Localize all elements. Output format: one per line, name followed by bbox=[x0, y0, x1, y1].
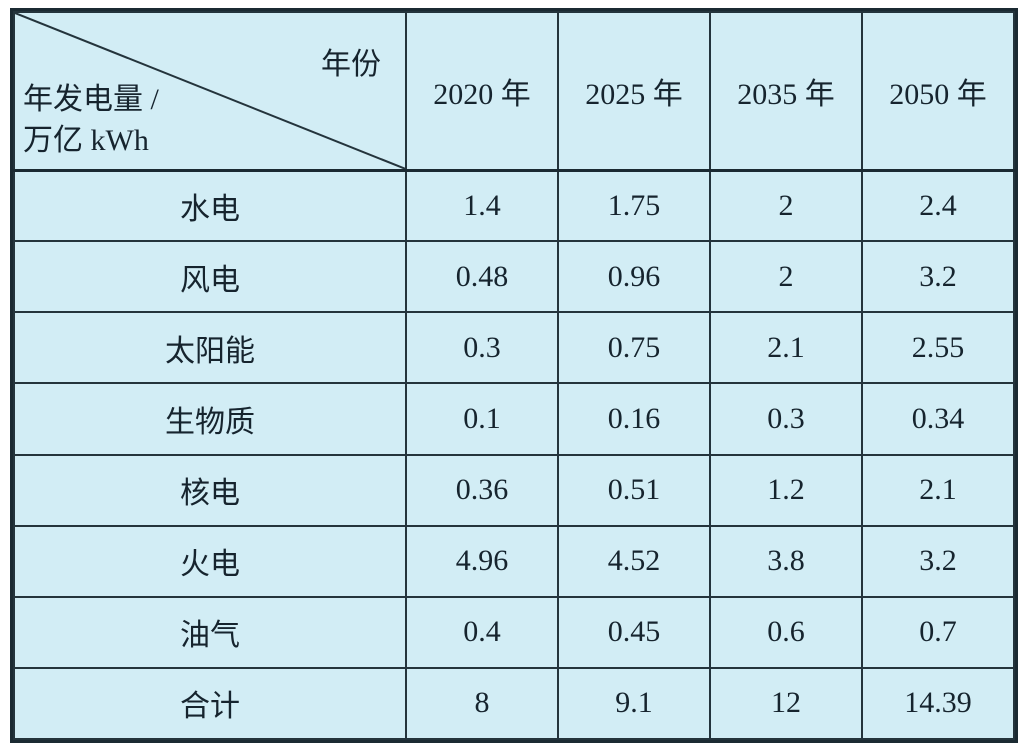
data-cell: 2 bbox=[709, 169, 863, 243]
data-cell: 0.45 bbox=[557, 595, 711, 669]
data-cell: 1.4 bbox=[405, 169, 559, 243]
data-cell: 0.75 bbox=[557, 311, 711, 385]
data-cell: 0.36 bbox=[405, 453, 559, 527]
table-row-hydro: 水电 1.4 1.75 2 2.4 bbox=[13, 169, 1015, 243]
data-cell: 12 bbox=[709, 666, 863, 741]
data-cell: 3.2 bbox=[861, 240, 1015, 314]
row-axis-label-line1: 年发电量 / bbox=[23, 83, 159, 116]
data-cell: 3.8 bbox=[709, 524, 863, 598]
data-cell: 14.39 bbox=[861, 666, 1015, 741]
row-label-total: 合计 bbox=[13, 666, 407, 741]
data-cell: 0.51 bbox=[557, 453, 711, 527]
energy-generation-table: 年份 年发电量 / 万亿 kWh 2020 年 2025 年 2035 年 20… bbox=[10, 8, 1018, 743]
row-axis-label-line2: 万亿 kWh bbox=[23, 124, 149, 157]
diagonal-divider-line bbox=[15, 13, 405, 169]
row-label-solar: 太阳能 bbox=[13, 311, 407, 385]
data-cell: 3.2 bbox=[861, 524, 1015, 598]
data-cell: 2.4 bbox=[861, 169, 1015, 243]
data-cell: 4.96 bbox=[405, 524, 559, 598]
table-header-row: 年份 年发电量 / 万亿 kWh 2020 年 2025 年 2035 年 20… bbox=[13, 10, 1015, 172]
data-cell: 0.34 bbox=[861, 382, 1015, 456]
data-cell: 0.3 bbox=[709, 382, 863, 456]
data-cell: 4.52 bbox=[557, 524, 711, 598]
column-axis-label: 年份 bbox=[321, 48, 381, 81]
row-label-wind: 风电 bbox=[13, 240, 407, 314]
data-cell: 0.48 bbox=[405, 240, 559, 314]
data-cell: 2.55 bbox=[861, 311, 1015, 385]
table-row-thermal: 火电 4.96 4.52 3.8 3.2 bbox=[13, 524, 1015, 598]
data-cell: 0.1 bbox=[405, 382, 559, 456]
data-cell: 9.1 bbox=[557, 666, 711, 741]
year-header-2035: 2035 年 bbox=[709, 10, 863, 172]
data-cell: 2.1 bbox=[861, 453, 1015, 527]
energy-table-grid: 年份 年发电量 / 万亿 kWh 2020 年 2025 年 2035 年 20… bbox=[13, 10, 1015, 741]
data-cell: 0.6 bbox=[709, 595, 863, 669]
row-axis-label: 年发电量 / 万亿 kWh bbox=[23, 79, 159, 161]
row-label-nuclear: 核电 bbox=[13, 453, 407, 527]
table-row-biomass: 生物质 0.1 0.16 0.3 0.34 bbox=[13, 382, 1015, 456]
data-cell: 0.96 bbox=[557, 240, 711, 314]
year-header-2025: 2025 年 bbox=[557, 10, 711, 172]
data-cell: 1.2 bbox=[709, 453, 863, 527]
data-cell: 0.16 bbox=[557, 382, 711, 456]
table-row-total: 合计 8 9.1 12 14.39 bbox=[13, 666, 1015, 741]
data-cell: 0.3 bbox=[405, 311, 559, 385]
year-header-2020: 2020 年 bbox=[405, 10, 559, 172]
row-label-hydro: 水电 bbox=[13, 169, 407, 243]
data-cell: 1.75 bbox=[557, 169, 711, 243]
table-row-wind: 风电 0.48 0.96 2 3.2 bbox=[13, 240, 1015, 314]
row-label-oil-gas: 油气 bbox=[13, 595, 407, 669]
data-cell: 2.1 bbox=[709, 311, 863, 385]
data-cell: 0.7 bbox=[861, 595, 1015, 669]
table-row-solar: 太阳能 0.3 0.75 2.1 2.55 bbox=[13, 311, 1015, 385]
row-label-biomass: 生物质 bbox=[13, 382, 407, 456]
diagonal-header-cell: 年份 年发电量 / 万亿 kWh bbox=[13, 10, 407, 172]
data-cell: 0.4 bbox=[405, 595, 559, 669]
data-cell: 8 bbox=[405, 666, 559, 741]
table-row-oil-gas: 油气 0.4 0.45 0.6 0.7 bbox=[13, 595, 1015, 669]
year-header-2050: 2050 年 bbox=[861, 10, 1015, 172]
data-cell: 2 bbox=[709, 240, 863, 314]
row-label-thermal: 火电 bbox=[13, 524, 407, 598]
table-row-nuclear: 核电 0.36 0.51 1.2 2.1 bbox=[13, 453, 1015, 527]
